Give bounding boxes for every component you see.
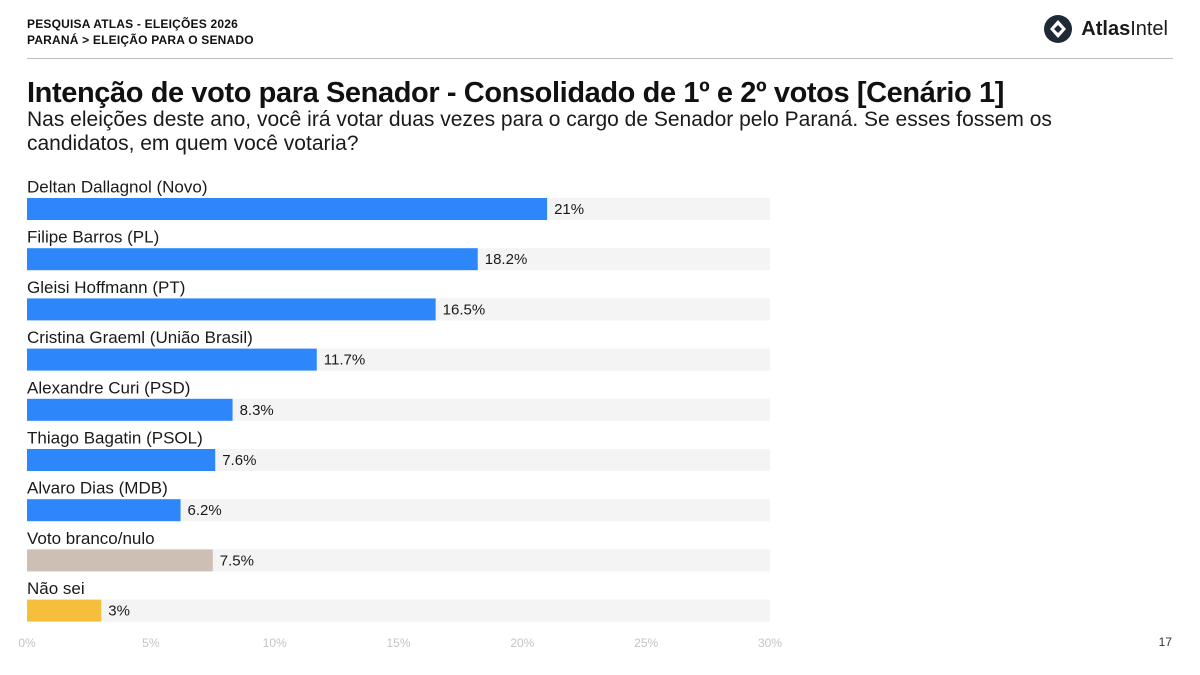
bar: [27, 198, 548, 220]
bar: [27, 248, 478, 271]
value-label: 3%: [108, 603, 130, 620]
chart-subtitle: Nas eleições deste ano, você irá votar d…: [27, 108, 1052, 155]
x-tick-label: 30%: [758, 636, 782, 650]
bar: [27, 549, 213, 572]
header-divider: [27, 58, 1173, 59]
bar: [27, 449, 216, 471]
bar-row: Deltan Dallagnol (Novo) 21%: [27, 177, 770, 220]
brand: AtlasIntel: [1043, 14, 1168, 44]
survey-name: PESQUISA ATLAS - ELEIÇÕES 2026: [27, 17, 238, 31]
bar: [27, 298, 436, 321]
value-label: 18.2%: [485, 251, 528, 268]
brand-name-bold: Atlas: [1081, 17, 1131, 40]
x-tick-label: 0%: [18, 636, 36, 650]
x-tick-label: 15%: [386, 636, 410, 650]
x-tick-label: 10%: [263, 636, 287, 650]
survey-breadcrumb: PARANÁ > ELEIÇÃO PARA O SENADO: [27, 33, 254, 47]
category-label: Thiago Bagatin (PSOL): [27, 428, 203, 447]
chart-title: Intenção de voto para Senador - Consolid…: [27, 77, 1004, 109]
bar: [27, 398, 233, 421]
bar-row: Filipe Barros (PL) 18.2%: [27, 228, 770, 271]
bar: [27, 499, 181, 522]
category-label: Deltan Dallagnol (Novo): [27, 177, 207, 196]
page-number: 17: [1158, 635, 1172, 649]
bar: [27, 599, 102, 622]
value-label: 7.6%: [222, 452, 256, 469]
bar-track: [27, 499, 770, 522]
value-label: 21%: [554, 201, 584, 218]
brand-name: AtlasIntel: [1081, 18, 1168, 41]
category-label: Alvaro Dias (MDB): [27, 479, 168, 498]
bar-row: Não sei 3%: [27, 579, 770, 622]
x-tick-label: 25%: [634, 636, 658, 650]
bar-track: [27, 599, 770, 622]
category-label: Cristina Graeml (União Brasil): [27, 328, 253, 347]
category-label: Gleisi Hoffmann (PT): [27, 278, 185, 297]
category-label: Filipe Barros (PL): [27, 228, 159, 247]
bar: [27, 348, 317, 371]
value-label: 11.7%: [324, 352, 365, 369]
bar-row: Gleisi Hoffmann (PT) 16.5%: [27, 278, 770, 321]
value-label: 7.5%: [220, 552, 254, 569]
bar-row: Alvaro Dias (MDB) 6.2%: [27, 479, 770, 522]
bar-row: Voto branco/nulo 7.5%: [27, 529, 770, 572]
survey-header: PESQUISA ATLAS - ELEIÇÕES 2026 PARANÁ > …: [27, 16, 254, 48]
bar-row: Alexandre Curi (PSD) 8.3%: [27, 378, 770, 421]
value-label: 16.5%: [443, 301, 486, 318]
bar-row: Thiago Bagatin (PSOL) 7.6%: [27, 428, 770, 471]
category-label: Alexandre Curi (PSD): [27, 378, 190, 397]
category-label: Voto branco/nulo: [27, 529, 155, 548]
brand-name-regular: Intel: [1130, 17, 1168, 40]
x-tick-label: 5%: [142, 636, 160, 650]
value-label: 6.2%: [188, 502, 222, 519]
category-label: Não sei: [27, 579, 85, 598]
bar-row: Cristina Graeml (União Brasil) 11.7%: [27, 328, 770, 371]
x-tick-label: 20%: [510, 636, 534, 650]
value-label: 8.3%: [240, 402, 274, 419]
atlasintel-logo-icon: [1044, 15, 1073, 43]
